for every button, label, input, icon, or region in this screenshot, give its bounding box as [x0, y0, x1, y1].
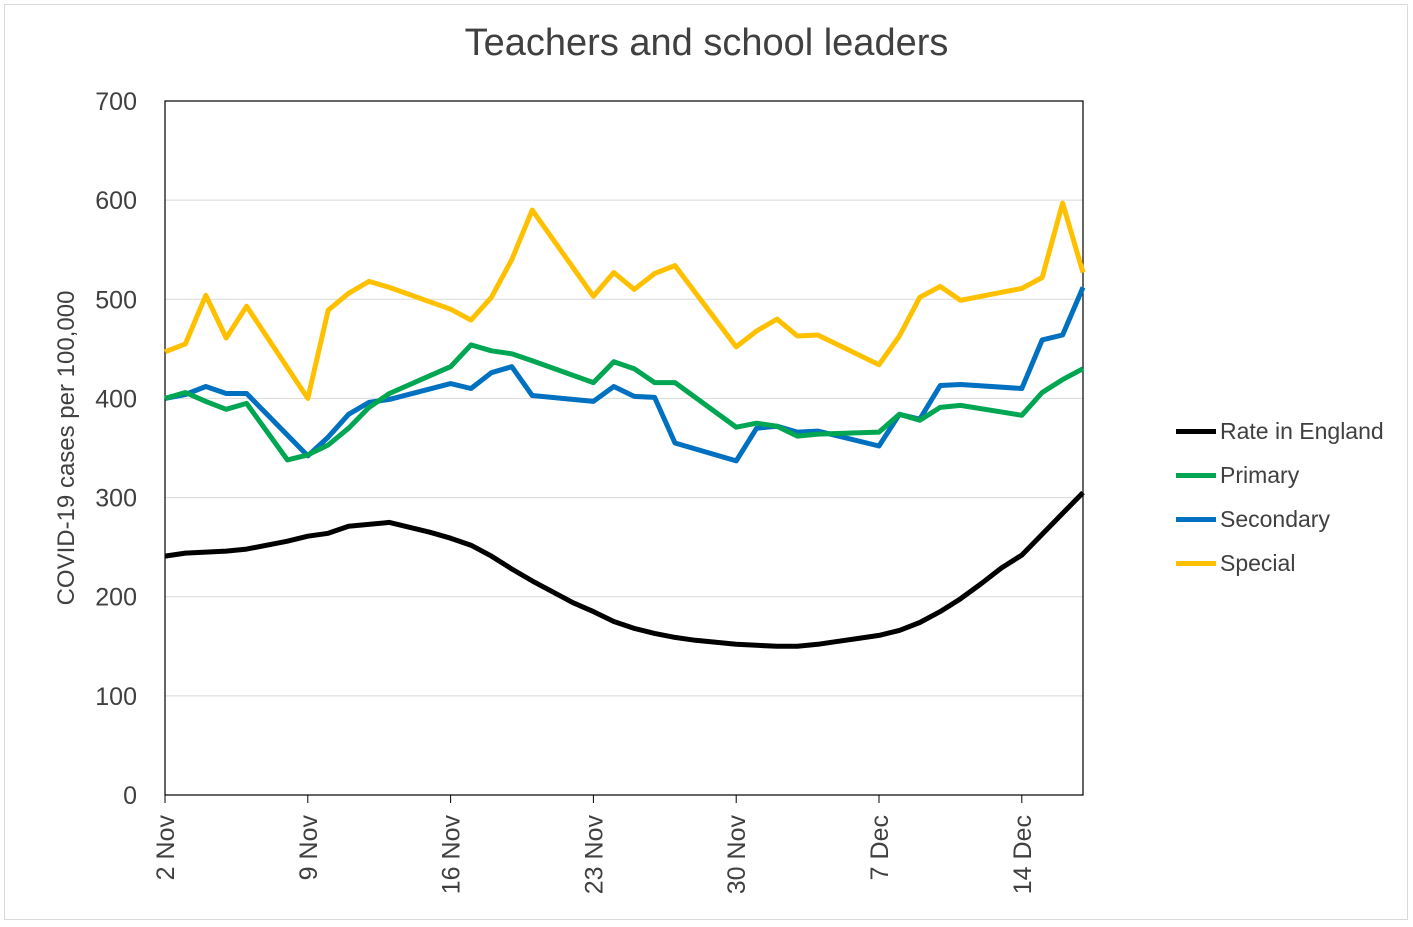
y-tick-label: 100 — [95, 683, 137, 711]
x-tick-label: 7 Dec — [866, 815, 894, 880]
series-line-primary — [164, 342, 1085, 463]
axes — [164, 100, 1084, 803]
chart-title: Teachers and school leaders — [464, 22, 949, 64]
legend-label: Secondary — [1220, 505, 1330, 532]
legend-swatch — [1176, 560, 1216, 566]
legend-label: Rate in England — [1220, 417, 1384, 444]
x-tick-label: 9 Nov — [295, 815, 323, 881]
legend-item-rate-in-england: Rate in England — [1176, 414, 1384, 448]
plot-border — [164, 100, 1084, 796]
y-tick-label: 200 — [95, 584, 137, 612]
legend-label: Primary — [1220, 461, 1300, 488]
chart-frame — [4, 4, 1408, 920]
legend-swatch — [1176, 428, 1216, 434]
y-axis-title: COVID-19 cases per 100,000 — [53, 291, 80, 606]
y-tick-label: 600 — [95, 187, 137, 215]
y-tick-label: 0 — [123, 782, 137, 810]
legend-item-special: Special — [1176, 546, 1295, 580]
y-tick-label: 400 — [95, 385, 137, 413]
legend-swatch — [1176, 516, 1216, 522]
legend-item-secondary: Secondary — [1176, 502, 1330, 536]
legend-swatch — [1176, 472, 1216, 478]
legend-item-primary: Primary — [1176, 458, 1299, 492]
y-tick-label: 300 — [95, 485, 137, 513]
series-line-special — [164, 200, 1086, 401]
series-line-rate-in-england — [164, 490, 1085, 649]
series-line-secondary — [164, 286, 1086, 464]
x-tick-label: 16 Nov — [438, 815, 466, 895]
series-lines — [164, 200, 1086, 649]
x-tick-label: 30 Nov — [723, 815, 751, 895]
legend-label: Special — [1220, 549, 1296, 576]
x-tick-label: 23 Nov — [580, 815, 608, 895]
tick-labels: 0 100 200 300 400 500 600 700 2 Nov 9 Nov 16 Nov 23… — [95, 88, 1037, 894]
y-tick-label: 500 — [95, 286, 137, 314]
y-tick-label: 700 — [95, 88, 137, 116]
x-tick-label: 2 Nov — [152, 815, 180, 881]
x-tick-label: 14 Dec — [1009, 815, 1037, 894]
